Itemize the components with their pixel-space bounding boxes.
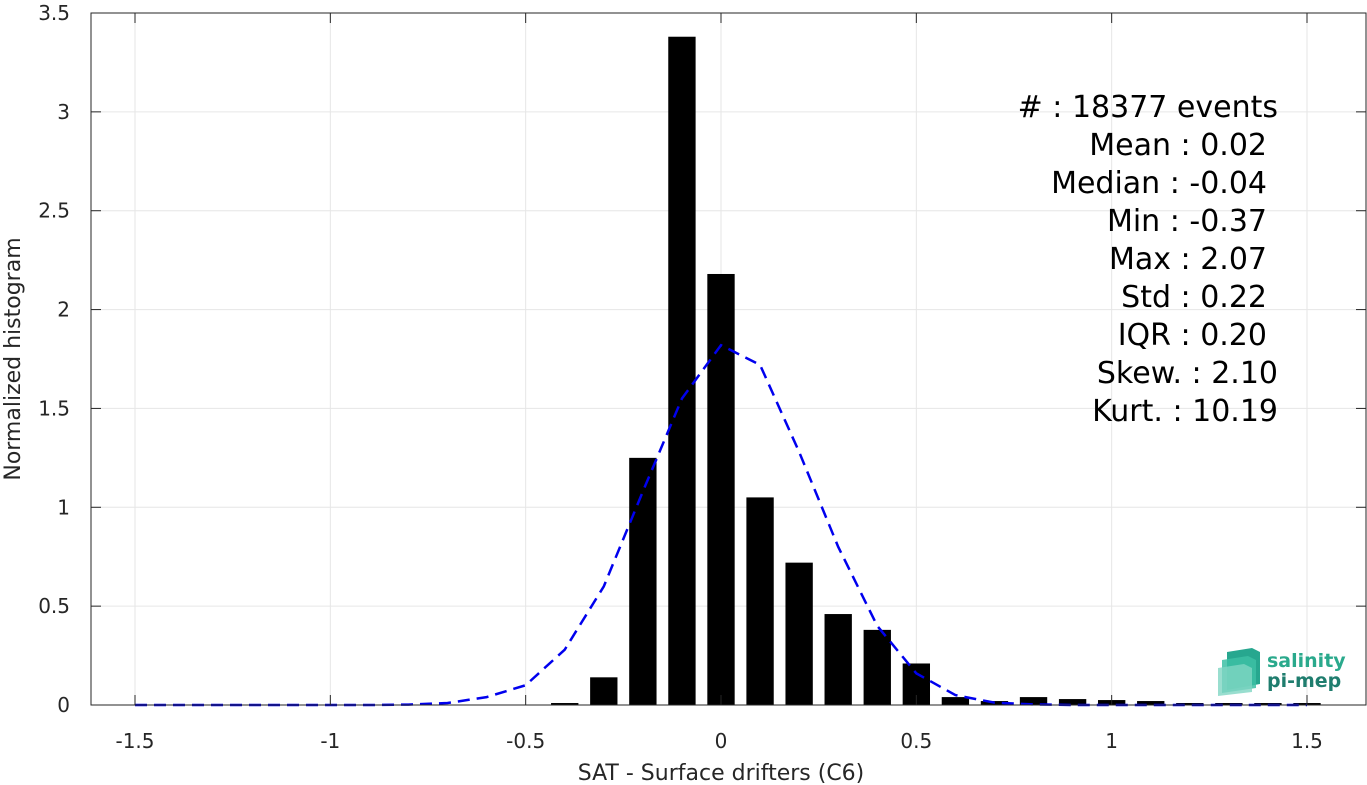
x-tick-label: -1.5 (115, 729, 154, 753)
y-tick-labels: 0 0.5 1 1.5 2 2.5 3 3.5 (38, 1, 70, 717)
x-tick-label: 0 (715, 729, 728, 753)
y-tick-label: 1 (57, 495, 70, 519)
histogram-bar (1058, 699, 1087, 705)
stat-kurt: Kurt. : 10.19 (1092, 394, 1278, 429)
histogram-bar (551, 703, 579, 705)
histogram-bar (785, 562, 813, 705)
y-tick-label: 2.5 (38, 199, 70, 223)
stat-iqr: IQR : 0.20 (1118, 318, 1267, 353)
logo-text-pi-mep: pi-mep (1267, 670, 1341, 692)
histogram-bar (824, 614, 852, 705)
histogram-bar (668, 36, 696, 706)
salinity-pi-mep-logo: salinity pi-mep (1218, 648, 1346, 696)
histogram-bars (551, 36, 1321, 706)
histogram-bar (707, 273, 735, 705)
stat-max: Max : 2.07 (1109, 242, 1267, 277)
histogram-bar (590, 677, 618, 705)
stat-std: Std : 0.22 (1121, 280, 1267, 315)
logo-text-salinity: salinity (1267, 650, 1346, 672)
y-tick-label: 0 (57, 693, 70, 717)
histogram-bar (1215, 703, 1243, 705)
histogram-bar (941, 697, 970, 705)
y-tick-label: 3.5 (38, 1, 70, 25)
statistics-annotation: # : 18377 events Mean : 0.02 Median : -0… (1018, 90, 1278, 429)
x-tick-label: -1 (320, 729, 340, 753)
y-tick-label: 0.5 (38, 594, 70, 618)
y-tick-label: 1.5 (38, 396, 70, 420)
histogram-bar (629, 457, 657, 705)
y-tick-label: 2 (57, 298, 70, 322)
x-tick-label: -0.5 (506, 729, 545, 753)
logo-waves-icon (1218, 648, 1260, 696)
histogram-bar (1137, 701, 1165, 705)
stat-mean: Mean : 0.02 (1089, 128, 1267, 163)
axis-ticks (91, 12, 1366, 706)
x-tick-label: 1 (1105, 729, 1118, 753)
plot-frame (90, 12, 1367, 706)
histogram-bar (863, 629, 891, 705)
x-axis-label: SAT - Surface drifters (C6) (578, 761, 865, 785)
stat-median: Median : -0.04 (1051, 166, 1267, 201)
stat-count: # : 18377 events (1018, 90, 1278, 125)
histogram-bar (1176, 703, 1204, 705)
x-tick-label: 1.5 (1291, 729, 1323, 753)
x-tick-labels: -1.5 -1 -0.5 0 0.5 1 1.5 (115, 729, 1322, 753)
stat-min: Min : -0.37 (1107, 204, 1267, 239)
grid-lines (91, 12, 1366, 706)
histogram-bar (1019, 697, 1048, 705)
stat-skew: Skew. : 2.10 (1097, 356, 1278, 391)
y-tick-label: 3 (57, 100, 70, 124)
x-tick-label: 0.5 (900, 729, 932, 753)
y-axis-label: Normalized histogram (1, 237, 26, 480)
histogram-bar (746, 497, 774, 705)
